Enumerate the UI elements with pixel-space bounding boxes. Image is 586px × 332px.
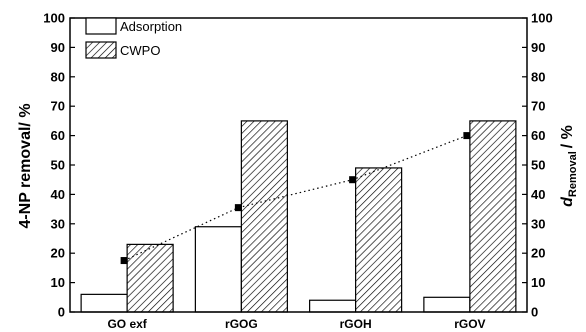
left-tick-label: 100 [43, 11, 65, 26]
right-tick-label: 60 [531, 128, 545, 143]
bar-adsorption [80, 293, 128, 313]
right-tick-label: 0 [531, 305, 538, 320]
plot-frame [69, 17, 528, 313]
left-tick-label: 60 [51, 128, 65, 143]
scatter-point [349, 176, 357, 184]
bar-cwpo [240, 120, 288, 313]
scatter-series [120, 132, 471, 265]
right-tick-label: 100 [531, 11, 553, 26]
y-axis-title-right-main: d [559, 196, 576, 207]
legend-swatch-cwpo [85, 41, 117, 59]
legend-label-cwpo: CWPO [120, 43, 160, 58]
right-tick-label: 40 [531, 187, 545, 202]
bar-cwpo [126, 243, 174, 313]
left-tick-label: 10 [51, 275, 65, 290]
left-tick-label: 0 [58, 305, 65, 320]
right-tick-label: 10 [531, 275, 545, 290]
left-tick-label: 20 [51, 246, 65, 261]
left-tick-label: 70 [51, 99, 65, 114]
category-label: rGOV [454, 317, 485, 331]
left-tick-label: 90 [51, 40, 65, 55]
scatter-connector-line [123, 135, 468, 262]
category-label: rGOG [225, 317, 258, 331]
scatter-point [120, 257, 128, 265]
bar-adsorption [194, 226, 242, 313]
right-tick-label: 80 [531, 69, 545, 84]
category-label: rGOH [340, 317, 372, 331]
bar-adsorption [423, 296, 471, 313]
left-axis-ticks: 0 10 20 30 40 50 60 70 80 90 100 [43, 11, 75, 320]
left-tick-label: 50 [51, 158, 65, 173]
right-tick-label: 70 [531, 99, 545, 114]
bar-adsorption [309, 299, 357, 313]
left-tick-label: 40 [51, 187, 65, 202]
y-axis-title-right: dRemoval / % [559, 125, 579, 207]
left-tick-label: 30 [51, 216, 65, 231]
bar-cwpo [355, 167, 403, 313]
scatter-point [463, 132, 471, 140]
left-tick-label: 80 [51, 69, 65, 84]
right-axis-ticks: 0 10 20 30 40 50 60 70 80 90 100 [522, 11, 553, 320]
category-labels: GO exf rGOG rGOH rGOV [107, 317, 485, 331]
y-axis-title-right-suffix: / % [559, 125, 576, 148]
legend-label-adsorption: Adsorption [120, 19, 182, 34]
y-axis-title-left: 4-NP removal/ % [17, 103, 34, 228]
bars [80, 120, 517, 313]
bar-cwpo [469, 120, 517, 313]
category-label: GO exf [107, 317, 147, 331]
legend: Adsorption CWPO [85, 17, 182, 59]
y-axis-title-right-sub: Removal [567, 151, 579, 197]
scatter-point [234, 204, 242, 212]
right-tick-label: 30 [531, 216, 545, 231]
right-tick-label: 20 [531, 246, 545, 261]
legend-swatch-adsorption [85, 17, 117, 35]
right-tick-label: 50 [531, 158, 545, 173]
right-tick-label: 90 [531, 40, 545, 55]
